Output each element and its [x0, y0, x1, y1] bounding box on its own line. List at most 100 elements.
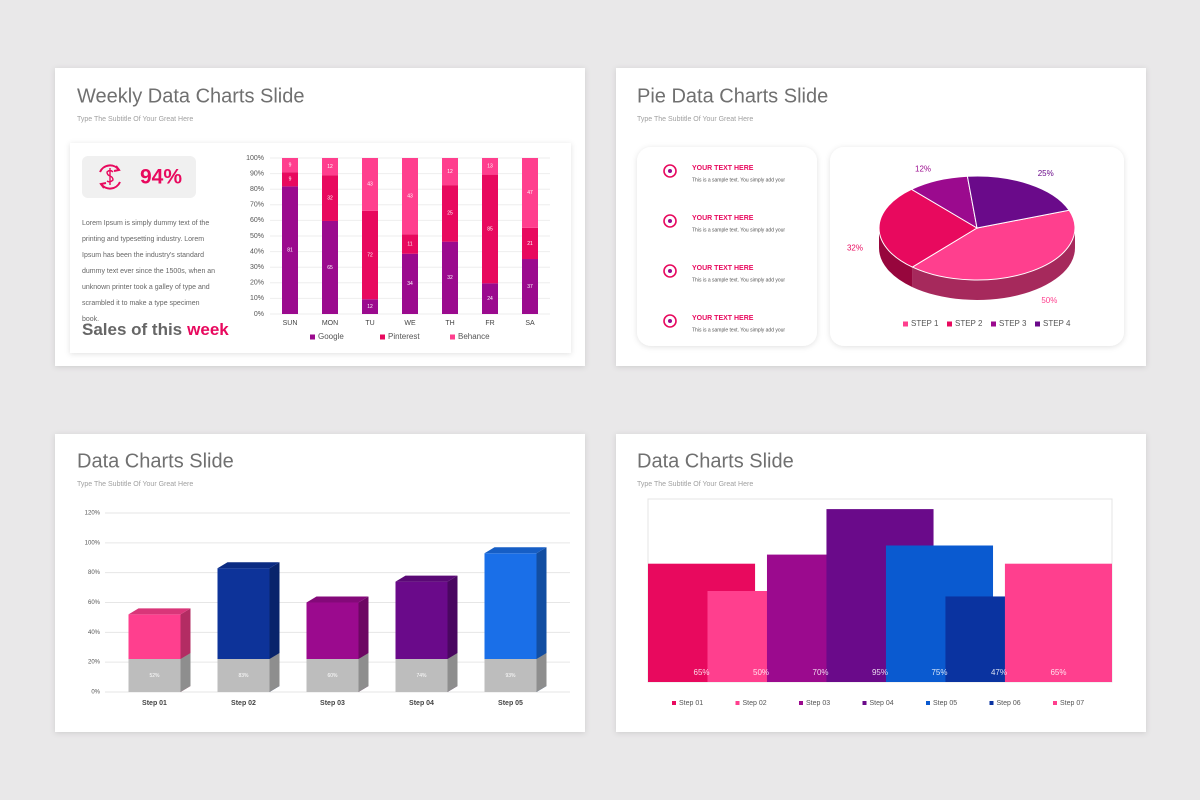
- x-tick-label: Step 01: [142, 700, 167, 707]
- legend-marker: [1035, 321, 1040, 327]
- y-tick-label: 0%: [254, 311, 264, 318]
- data-label: 9: [289, 162, 292, 168]
- slide-title: Data Charts Slide: [77, 450, 234, 472]
- data-label: 9: [289, 177, 292, 183]
- item-title: YOUR TEXT HERE: [692, 315, 754, 322]
- bar-top: [217, 562, 280, 569]
- bar-segment: [362, 299, 378, 314]
- data-label: 12: [447, 169, 453, 175]
- x-tick-label: WE: [404, 320, 416, 327]
- bar-base: [128, 659, 181, 692]
- y-tick-label: 120%: [85, 511, 101, 517]
- bar-base: [306, 659, 359, 692]
- legend-label: STEP 1: [911, 319, 939, 328]
- data-label: 75%: [931, 668, 947, 677]
- data-label: 65%: [694, 668, 710, 677]
- bar-base-side: [358, 653, 369, 692]
- pie-slice: [911, 209, 1076, 281]
- bar-segment: [322, 158, 338, 176]
- data-label: 25%: [1038, 169, 1054, 178]
- y-tick-label: 50%: [250, 233, 264, 240]
- bar-segment: [482, 174, 498, 284]
- bar: [1004, 563, 1112, 682]
- legend-label: Step 02: [743, 700, 767, 707]
- legend-marker: [672, 701, 676, 705]
- legend-label: STEP 4: [1043, 319, 1071, 328]
- bar-segment: [402, 234, 418, 254]
- bar-top: [484, 547, 547, 554]
- bar-base: [395, 659, 448, 692]
- data-label: 72: [367, 252, 373, 258]
- y-tick-label: 40%: [250, 248, 264, 255]
- legend-label: STEP 2: [955, 319, 983, 328]
- slide-title: Pie Data Charts Slide: [637, 85, 828, 107]
- bar-base-side: [269, 653, 280, 692]
- item-text: This is a sample text. You simply add yo…: [692, 327, 785, 333]
- y-tick-label: 20%: [250, 280, 264, 287]
- bar-segment: [522, 259, 538, 314]
- y-tick-label: 70%: [250, 202, 264, 209]
- bar-top: [128, 608, 191, 615]
- bar-segment: [482, 158, 498, 175]
- data-label: 65: [327, 265, 333, 271]
- data-label: 65%: [1050, 668, 1066, 677]
- data-label: 12: [367, 304, 373, 310]
- bar-segment: [322, 220, 338, 314]
- legend-marker: [1053, 701, 1057, 705]
- y-tick-label: 0%: [91, 690, 100, 696]
- y-tick-label: 100%: [246, 155, 264, 162]
- legend-label: Step 05: [933, 700, 957, 707]
- stat-badge: [82, 156, 196, 198]
- slide-subtitle: Type The Subtitle Of Your Great Here: [637, 481, 753, 488]
- slide-subtitle: Type The Subtitle Of Your Great Here: [637, 116, 753, 123]
- data-label: 47%: [991, 668, 1007, 677]
- pie-side: [912, 228, 1075, 300]
- legend-label: STEP 3: [999, 319, 1027, 328]
- data-label: 25: [447, 211, 453, 217]
- data-label: 70%: [813, 668, 829, 677]
- legend-marker: [926, 701, 930, 705]
- y-tick-label: 100%: [85, 540, 101, 546]
- bar-segment: [362, 210, 378, 300]
- data-label: 21: [527, 241, 533, 247]
- item-icon: [668, 169, 672, 173]
- item-icon: [663, 164, 677, 178]
- x-tick-label: SUN: [283, 320, 298, 327]
- legend-label: Pinterest: [388, 332, 420, 341]
- legend-label: Step 06: [997, 700, 1021, 707]
- legend-label: Step 04: [870, 700, 894, 707]
- item-title: YOUR TEXT HERE: [692, 265, 754, 272]
- data-label: 24: [487, 296, 493, 302]
- slide-title: Weekly Data Charts Slide: [77, 85, 305, 107]
- bar-base-side: [536, 653, 547, 692]
- bar-base-side: [180, 653, 191, 692]
- data-label: 37: [527, 284, 533, 290]
- bar-segment: [522, 227, 538, 260]
- data-label: 95%: [872, 668, 888, 677]
- data-label: 12%: [915, 165, 931, 174]
- data-label: 52%: [149, 673, 160, 679]
- y-tick-label: 60%: [88, 600, 101, 606]
- legend-marker: [947, 321, 952, 327]
- data-label: 11: [407, 241, 412, 247]
- bar-segment: [442, 241, 458, 314]
- item-title: YOUR TEXT HERE: [692, 215, 754, 222]
- x-tick-label: Step 04: [409, 700, 434, 707]
- bar-segment: [402, 253, 418, 314]
- data-label: 32%: [847, 243, 863, 252]
- bar-segment: [442, 185, 458, 242]
- item-icon: [663, 214, 677, 228]
- legend-label: Step 03: [806, 700, 830, 707]
- bar-segment: [522, 158, 538, 228]
- legend-marker: [991, 321, 996, 327]
- data-label: 83%: [238, 673, 249, 679]
- data-label: 43: [367, 182, 373, 188]
- slide-title: Data Charts Slide: [637, 450, 794, 472]
- legend-marker: [903, 321, 908, 327]
- legend-label: Step 07: [1060, 700, 1084, 707]
- item-text: This is a sample text. You simply add yo…: [692, 277, 785, 283]
- y-tick-label: 40%: [88, 630, 101, 636]
- x-tick-label: FR: [485, 320, 494, 327]
